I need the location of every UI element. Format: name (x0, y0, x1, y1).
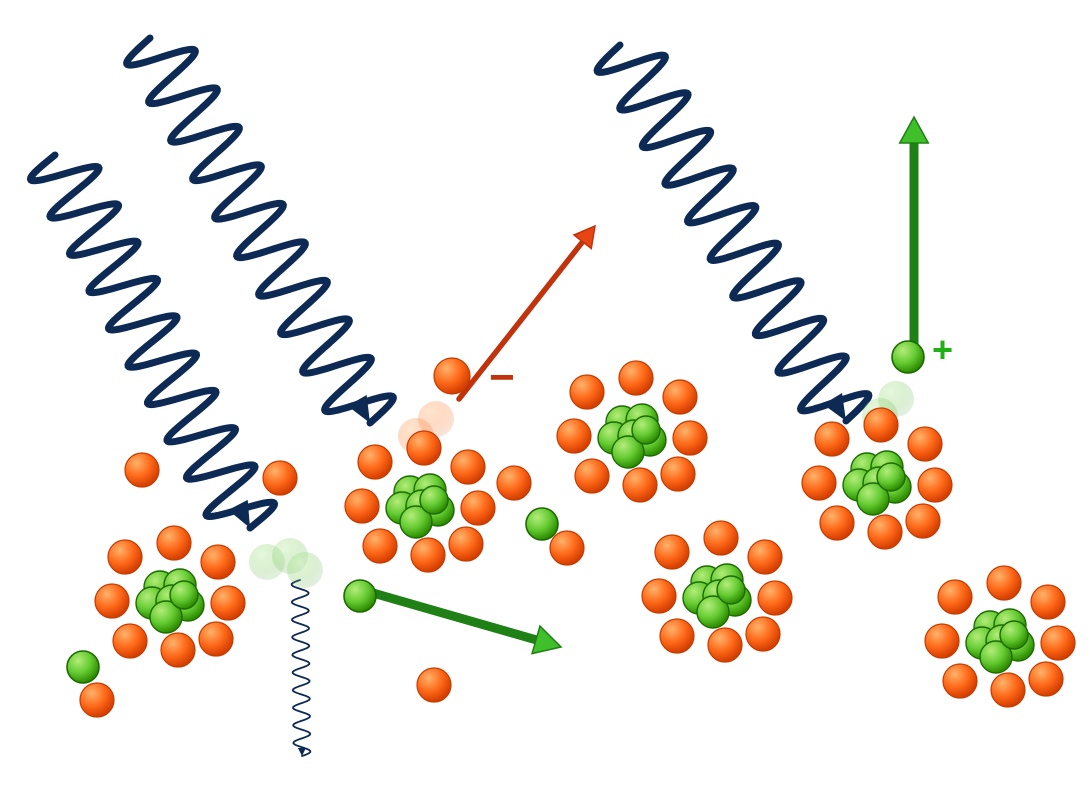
electron (157, 526, 191, 560)
electron (125, 453, 159, 487)
particle-arrow-shaft (459, 242, 583, 399)
electron (263, 461, 297, 495)
nucleon (892, 341, 924, 373)
nucleon (420, 486, 448, 514)
electron (1041, 626, 1075, 660)
electron (642, 579, 676, 613)
photon-wave (292, 580, 311, 756)
particle-arrow-head (532, 626, 561, 653)
electron (815, 422, 849, 456)
atom (642, 521, 792, 662)
nucleon (170, 581, 198, 609)
electron (663, 380, 697, 414)
electron (925, 624, 959, 658)
electron (345, 489, 379, 523)
electron (619, 361, 653, 395)
electron (820, 506, 854, 540)
electron (80, 683, 114, 717)
electron (108, 540, 142, 574)
atom (95, 526, 245, 667)
electron (908, 427, 942, 461)
nucleon (632, 416, 660, 444)
electron (943, 664, 977, 698)
electron (673, 421, 707, 455)
electron (113, 624, 147, 658)
charge-label: − (489, 353, 515, 402)
electron (758, 581, 792, 615)
nucleon (344, 580, 376, 612)
electron (449, 527, 483, 561)
electron (358, 445, 392, 479)
nucleon (526, 508, 558, 540)
nucleon (717, 576, 745, 604)
electron (1031, 585, 1065, 619)
electron (864, 408, 898, 442)
electron (661, 457, 695, 491)
physics-diagram: −+ (0, 0, 1090, 799)
electron (201, 545, 235, 579)
electron (557, 419, 591, 453)
atom (345, 431, 495, 572)
atom (925, 566, 1075, 707)
electron (461, 491, 495, 525)
electron (746, 617, 780, 651)
electron (938, 580, 972, 614)
atom (802, 408, 952, 549)
electron (497, 466, 531, 500)
electron (868, 515, 902, 549)
electron (1029, 662, 1063, 696)
charge-label: + (932, 329, 953, 370)
electron (748, 540, 782, 574)
electron (575, 459, 609, 493)
electron (407, 431, 441, 465)
electron (623, 468, 657, 502)
photon-wave (127, 38, 394, 423)
nucleon (1000, 621, 1028, 649)
electron (451, 450, 485, 484)
electron (199, 622, 233, 656)
atom (557, 361, 707, 502)
electron (660, 619, 694, 653)
electron (704, 521, 738, 555)
electron (987, 566, 1021, 600)
electron (161, 633, 195, 667)
nucleon (67, 651, 99, 683)
electron (570, 375, 604, 409)
electron (991, 673, 1025, 707)
electron (802, 466, 836, 500)
nucleon (877, 463, 905, 491)
electron (906, 504, 940, 538)
particle-arrow-shaft (366, 591, 536, 640)
electron (918, 468, 952, 502)
particle-arrow-head (900, 117, 929, 143)
electron (434, 358, 470, 394)
electron (417, 668, 451, 702)
electron (708, 628, 742, 662)
electron (95, 584, 129, 618)
electron (655, 535, 689, 569)
electron (411, 538, 445, 572)
electron (363, 529, 397, 563)
proton-ghost (287, 552, 323, 588)
electron (550, 531, 584, 565)
electron (211, 586, 245, 620)
